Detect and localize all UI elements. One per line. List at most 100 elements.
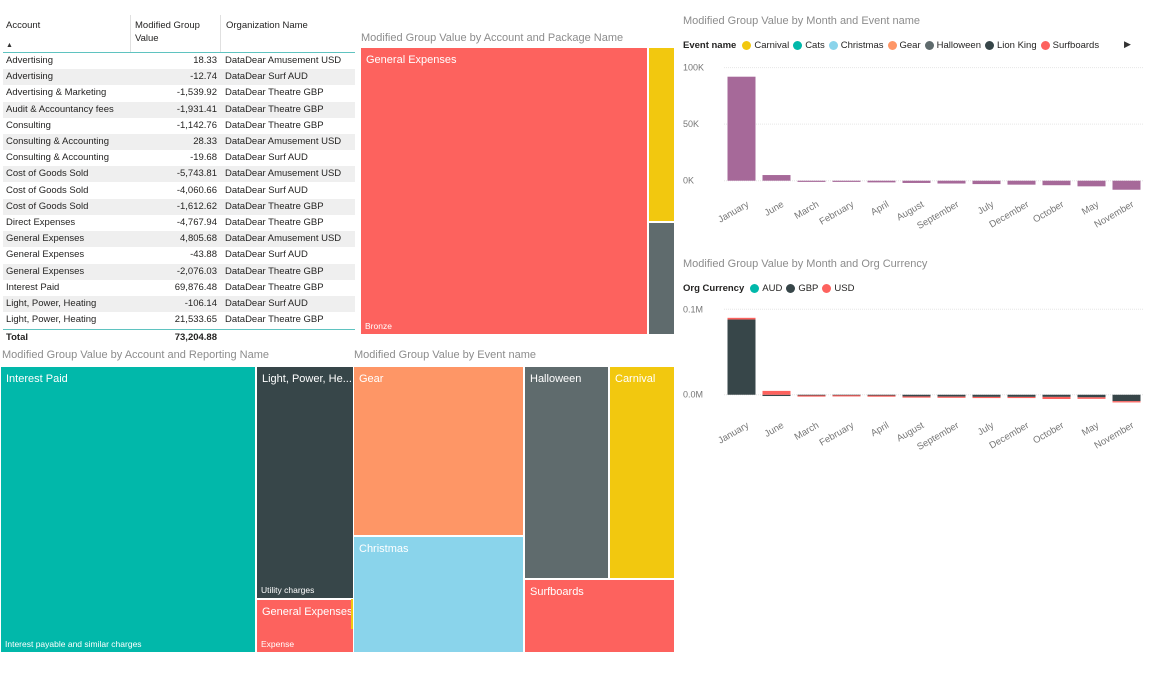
- cell-account: Advertising: [6, 71, 53, 83]
- header-modified-group-value[interactable]: Modified Group Value: [135, 19, 200, 45]
- bar-usd-september[interactable]: [937, 396, 966, 398]
- bar-gbp-august[interactable]: [902, 394, 931, 397]
- bar-september[interactable]: [937, 180, 966, 184]
- bar-gbp-september[interactable]: [937, 394, 966, 397]
- tile-package-yellow[interactable]: [648, 47, 675, 222]
- x-tick-label: November: [1093, 199, 1136, 230]
- bar-gbp-october[interactable]: [1042, 394, 1071, 397]
- legend-label: Christmas: [840, 40, 884, 51]
- bar-usd-july[interactable]: [972, 396, 1001, 399]
- bar-february[interactable]: [832, 180, 861, 182]
- legend-item[interactable]: USD: [822, 283, 854, 294]
- cell-value: -5,743.81: [176, 168, 217, 180]
- legend-item[interactable]: AUD: [750, 283, 782, 294]
- cell-organization: DataDear Theatre GBP: [225, 87, 324, 99]
- legend-dot-icon: [793, 41, 803, 50]
- tile-halloween[interactable]: Halloween: [524, 366, 609, 579]
- bar-may[interactable]: [1077, 180, 1106, 187]
- legend-label: Lion King: [997, 40, 1037, 51]
- table-row[interactable]: General Expenses -43.88 DataDear Surf AUD: [3, 247, 355, 263]
- bar-usd-april[interactable]: [867, 395, 896, 397]
- table-row[interactable]: Cost of Goods Sold -5,743.81 DataDear Amus…: [3, 166, 355, 183]
- legend-dot-icon: [887, 41, 897, 50]
- legend-currency: Org Currency AUD GBP USD: [683, 283, 858, 294]
- x-tick-label: February: [818, 199, 857, 228]
- bar-usd-december[interactable]: [1007, 396, 1036, 399]
- tile-surfboards[interactable]: Surfboards: [524, 579, 675, 653]
- bar-usd-january[interactable]: [727, 317, 756, 320]
- bar-gbp-march[interactable]: [797, 394, 826, 396]
- bar-august[interactable]: [902, 180, 931, 183]
- tile-carnival[interactable]: Carnival: [609, 366, 675, 579]
- legend-label: Surfboards: [1052, 40, 1100, 51]
- bar-gbp-january[interactable]: [727, 319, 756, 395]
- tile-label: Interest Paid: [6, 373, 68, 385]
- table-row[interactable]: Consulting & Accounting -19.68 DataDear Su…: [3, 150, 355, 166]
- table-row[interactable]: Direct Expenses -4,767.94 DataDear Theatre…: [3, 215, 355, 231]
- table-row[interactable]: Advertising & Marketing -1,539.92 DataDear…: [3, 85, 355, 101]
- table-row[interactable]: Interest Paid 69,876.48 DataDear Theatre G…: [3, 280, 355, 296]
- column-divider[interactable]: [130, 15, 131, 52]
- legend-item[interactable]: Lion King: [985, 40, 1037, 51]
- table-row[interactable]: Consulting & Accounting 28.33 DataDear Amu…: [3, 134, 355, 150]
- play-arrow-icon[interactable]: ▶: [1124, 39, 1131, 49]
- tile-sliver-yellow[interactable]: [351, 599, 354, 629]
- bar-usd-october[interactable]: [1042, 396, 1071, 400]
- header-account[interactable]: Account: [6, 20, 41, 31]
- table-row[interactable]: Advertising 18.33 DataDear Amusement USD: [3, 53, 355, 69]
- legend-item[interactable]: GBP: [786, 283, 818, 294]
- table-row[interactable]: Light, Power, Heating 21,533.65 DataDear T…: [3, 312, 355, 328]
- tile-package-gray[interactable]: [648, 222, 675, 335]
- bar-november[interactable]: [1112, 180, 1141, 190]
- bar-usd-november[interactable]: [1112, 401, 1141, 403]
- bar-usd-august[interactable]: [902, 396, 931, 398]
- bar-usd-march[interactable]: [797, 395, 826, 397]
- header-organization-name[interactable]: Organization Name: [226, 20, 308, 31]
- bar-march[interactable]: [797, 180, 826, 182]
- table-row[interactable]: Audit & Accountancy fees -1,931.41 DataDea…: [3, 101, 355, 118]
- bar-gbp-december[interactable]: [1007, 394, 1036, 397]
- bar-april[interactable]: [867, 180, 896, 183]
- table-row[interactable]: Cost of Goods Sold -4,060.66 DataDear Surf…: [3, 183, 355, 199]
- bar-july[interactable]: [972, 180, 1001, 185]
- legend-item[interactable]: Surfboards: [1040, 40, 1100, 51]
- legend-item[interactable]: Gear: [887, 40, 921, 51]
- bar-june[interactable]: [762, 175, 791, 181]
- cell-organization: DataDear Surf AUD: [225, 298, 308, 309]
- bar-usd-june[interactable]: [762, 390, 791, 395]
- bar-december[interactable]: [1007, 180, 1036, 185]
- table-row[interactable]: General Expenses 4,805.68 DataDear Amuseme…: [3, 231, 355, 248]
- cell-organization: DataDear Theatre GBP: [225, 217, 324, 228]
- bar-gbp-june[interactable]: [762, 394, 791, 397]
- tile-label: General Expenses: [366, 54, 457, 66]
- bar-gbp-november[interactable]: [1112, 394, 1141, 402]
- legend-item[interactable]: Halloween: [924, 40, 981, 51]
- tile-gear[interactable]: Gear: [353, 366, 524, 536]
- column-divider[interactable]: [220, 15, 221, 52]
- bar-usd-may[interactable]: [1077, 397, 1106, 399]
- tile-interest-paid[interactable]: Interest Paid Interest payable and simil…: [0, 366, 256, 653]
- bar-gbp-april[interactable]: [867, 394, 896, 396]
- table-row[interactable]: Light, Power, Heating -106.14 DataDear Sur…: [3, 296, 355, 312]
- sort-ascending-icon[interactable]: ▲: [6, 42, 13, 49]
- legend-item[interactable]: Carnival: [742, 40, 789, 51]
- x-tick-label: November: [1093, 420, 1136, 451]
- table-row[interactable]: Advertising -12.74 DataDear Surf AUD: [3, 69, 355, 86]
- legend-item[interactable]: Cats: [793, 40, 825, 51]
- x-tick-label: April: [869, 420, 891, 439]
- bar-usd-february[interactable]: [832, 395, 861, 397]
- cell-organization: DataDear Theatre GBP: [225, 119, 324, 131]
- bar-gbp-may[interactable]: [1077, 394, 1106, 398]
- table-row[interactable]: General Expenses -2,076.03 DataDear Theatr…: [3, 263, 355, 280]
- bar-gbp-july[interactable]: [972, 394, 1001, 397]
- bar-october[interactable]: [1042, 180, 1071, 186]
- table-row[interactable]: Consulting -1,142.76 DataDear Theatre GBP: [3, 118, 355, 134]
- legend-item[interactable]: Christmas: [828, 40, 884, 51]
- table-row[interactable]: Cost of Goods Sold -1,612.62 DataDear Thea…: [3, 198, 355, 215]
- x-tick-label: October: [1031, 199, 1066, 225]
- tile-general-expenses[interactable]: General Expenses Expense: [256, 599, 354, 653]
- bar-january[interactable]: [727, 76, 756, 181]
- tile-light-power-heating[interactable]: Light, Power, He... Utility charges: [256, 366, 354, 599]
- tile-general-expenses-bronze[interactable]: General Expenses Bronze: [360, 47, 648, 335]
- tile-christmas[interactable]: Christmas: [353, 536, 524, 653]
